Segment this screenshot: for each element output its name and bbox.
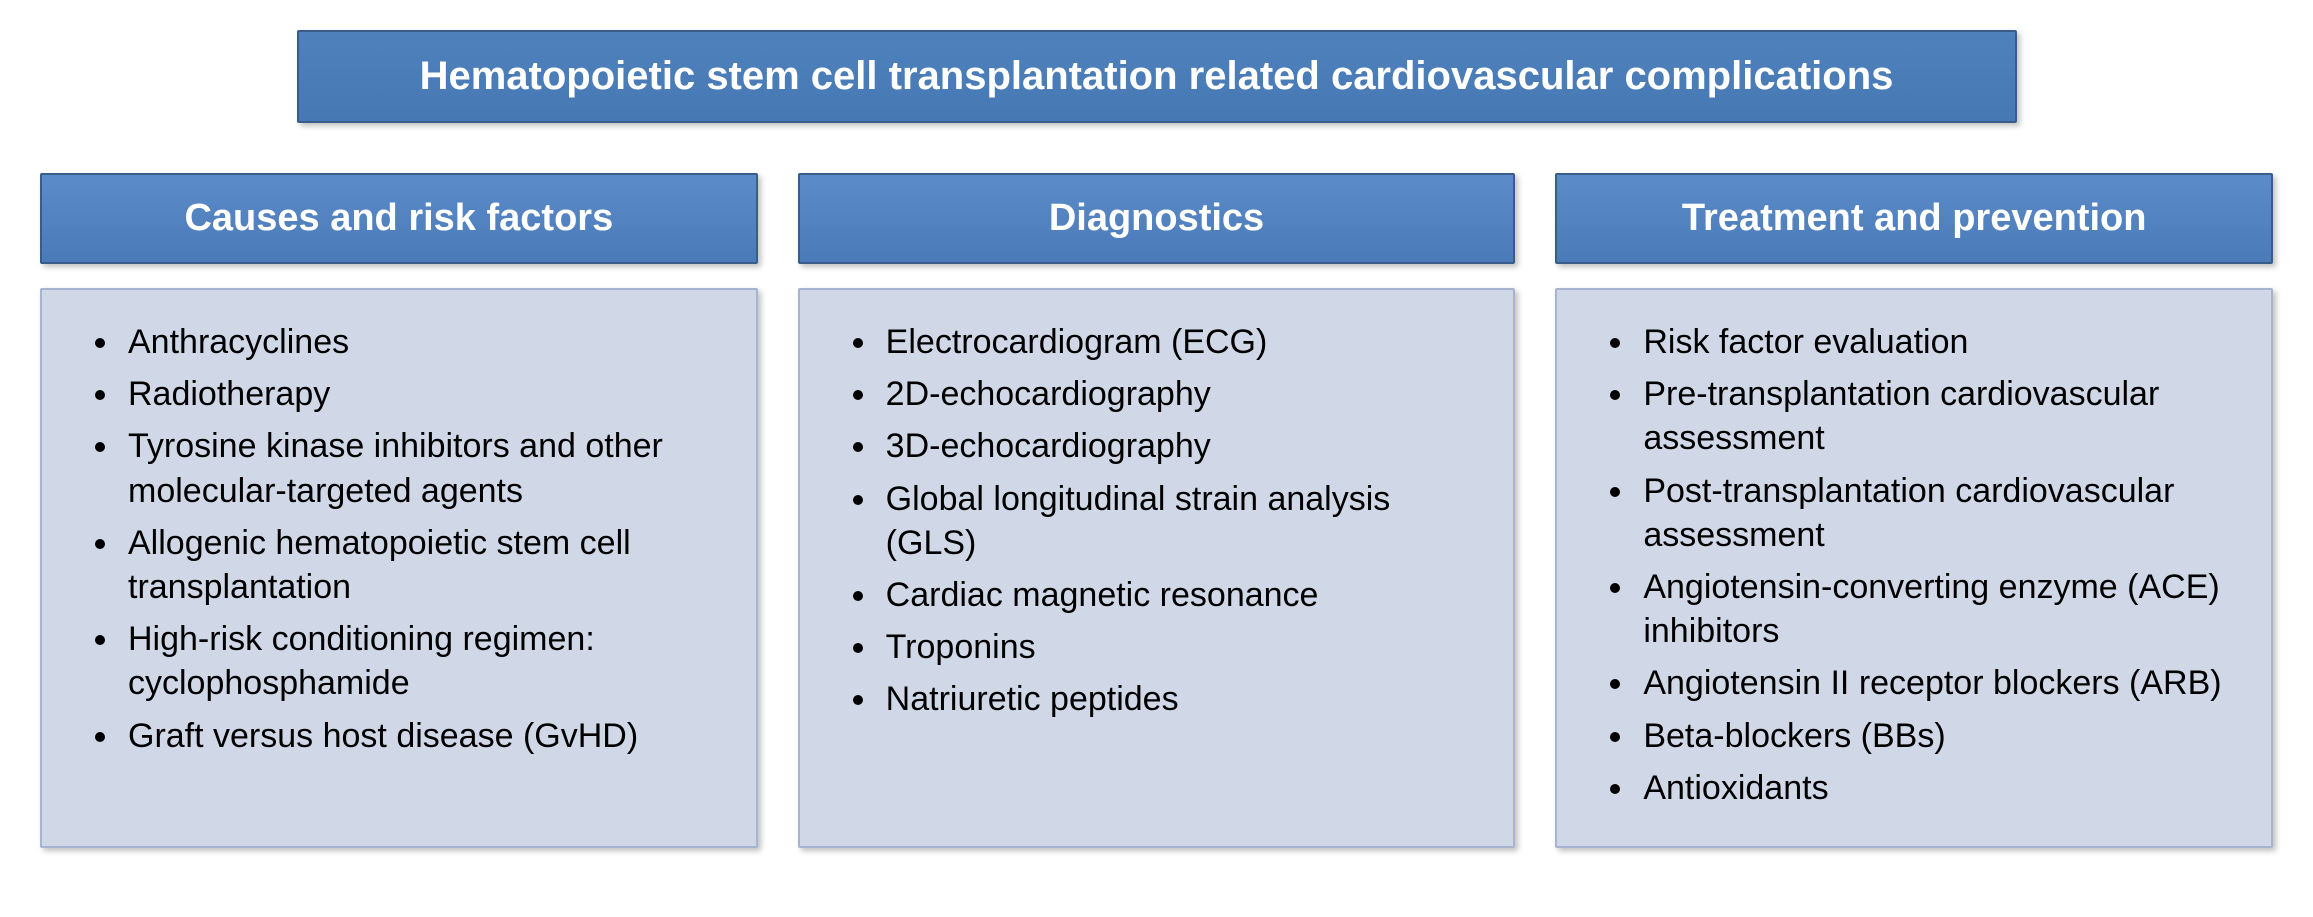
list-item: Graft versus host disease (GvHD): [122, 712, 730, 764]
column-header-causes: Causes and risk factors: [40, 173, 758, 264]
list-item: Natriuretic peptides: [880, 675, 1488, 727]
main-title: Hematopoietic stem cell transplantation …: [297, 30, 2017, 123]
column-treatment: Treatment and prevention Risk factor eva…: [1555, 173, 2273, 848]
list-item: Post-transplantation cardiovascular asse…: [1637, 467, 2245, 563]
list-item: Beta-blockers (BBs): [1637, 712, 2245, 764]
list-item: Pre-transplantation cardiovascular asses…: [1637, 370, 2245, 466]
bullet-list: Risk factor evaluation Pre-transplantati…: [1583, 318, 2245, 816]
bullet-list: Electrocardiogram (ECG) 2D-echocardiogra…: [826, 318, 1488, 728]
list-item: High-risk conditioning regimen: cyclopho…: [122, 615, 730, 711]
columns-row: Causes and risk factors Anthracyclines R…: [40, 173, 2273, 848]
list-item: Global longitudinal strain analysis (GLS…: [880, 475, 1488, 571]
column-header-treatment: Treatment and prevention: [1555, 173, 2273, 264]
list-item: 3D-echocardiography: [880, 422, 1488, 474]
list-item: Radiotherapy: [122, 370, 730, 422]
column-body-diagnostics: Electrocardiogram (ECG) 2D-echocardiogra…: [798, 288, 1516, 848]
list-item: Angiotensin-converting enzyme (ACE) inhi…: [1637, 563, 2245, 659]
list-item: Risk factor evaluation: [1637, 318, 2245, 370]
list-item: Antioxidants: [1637, 764, 2245, 816]
column-header-diagnostics: Diagnostics: [798, 173, 1516, 264]
list-item: Troponins: [880, 623, 1488, 675]
list-item: Cardiac magnetic resonance: [880, 571, 1488, 623]
bullet-list: Anthracyclines Radiotherapy Tyrosine kin…: [68, 318, 730, 764]
list-item: 2D-echocardiography: [880, 370, 1488, 422]
column-body-treatment: Risk factor evaluation Pre-transplantati…: [1555, 288, 2273, 848]
list-item: Anthracyclines: [122, 318, 730, 370]
list-item: Allogenic hematopoietic stem cell transp…: [122, 519, 730, 615]
column-causes: Causes and risk factors Anthracyclines R…: [40, 173, 758, 848]
diagram-canvas: Hematopoietic stem cell transplantation …: [0, 0, 2313, 917]
list-item: Tyrosine kinase inhibitors and other mol…: [122, 422, 730, 518]
column-diagnostics: Diagnostics Electrocardiogram (ECG) 2D-e…: [798, 173, 1516, 848]
column-body-causes: Anthracyclines Radiotherapy Tyrosine kin…: [40, 288, 758, 848]
list-item: Electrocardiogram (ECG): [880, 318, 1488, 370]
list-item: Angiotensin II receptor blockers (ARB): [1637, 659, 2245, 711]
